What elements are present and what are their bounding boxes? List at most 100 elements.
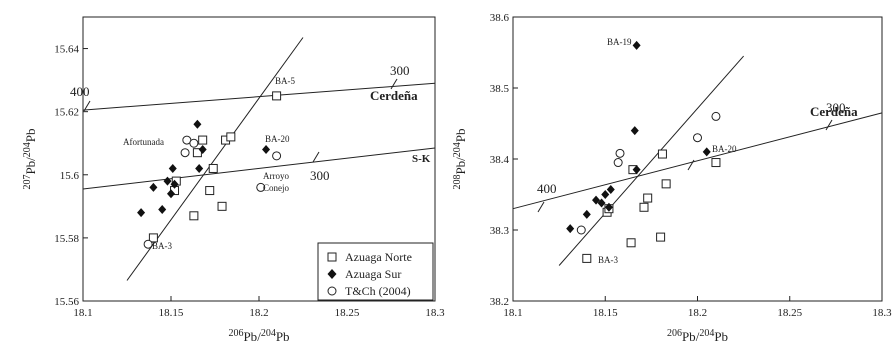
data-point-azuaga-sur — [168, 163, 177, 173]
data-point-tch-2004 — [711, 111, 721, 121]
model-age-tick-300 — [825, 119, 833, 131]
data-point-azuaga-norte — [189, 211, 199, 221]
x-tick-label: 18.3 — [872, 307, 892, 319]
label-s-k: S-K — [412, 153, 431, 165]
model-age-tick-400 — [537, 201, 545, 213]
data-point-azuaga-norte — [711, 158, 721, 168]
data-point-azuaga-norte — [208, 163, 218, 173]
y-tick-label: 15.6 — [60, 170, 80, 182]
data-point-azuaga-norte — [657, 149, 667, 159]
legend-marker-circle — [327, 286, 337, 296]
legend-label: Azuaga Norte — [345, 250, 412, 264]
x-tick-label: 18.15 — [159, 307, 184, 319]
y-axis-label: 207Pb/204Pb — [22, 128, 39, 189]
data-point-azuaga-sur — [606, 185, 615, 195]
data-point-azuaga-sur — [630, 126, 639, 136]
data-point-azuaga-norte — [582, 253, 592, 263]
x-tick-label: 18.3 — [425, 307, 445, 319]
model-age-tick-400 — [83, 100, 91, 112]
legend-label: T&Ch (2004) — [345, 284, 411, 298]
data-point-azuaga-sur — [582, 209, 591, 219]
data-point-azuaga-sur — [597, 198, 606, 208]
data-point-azuaga-sur — [195, 163, 204, 173]
label-afortunada: Afortunada — [123, 137, 164, 147]
data-point-azuaga-norte — [226, 132, 236, 142]
data-point-azuaga-sur — [601, 190, 610, 199]
data-point-azuaga-norte — [661, 179, 671, 189]
data-point-azuaga-norte — [192, 148, 202, 158]
data-point-azuaga-norte — [656, 232, 666, 242]
label-cerdena: Cerdeña — [810, 104, 858, 119]
y-tick-label: 38.4 — [490, 154, 510, 166]
data-point-azuaga-sur — [167, 189, 175, 199]
x-tick-label: 18.2 — [249, 307, 268, 319]
y-tick-label: 38.6 — [490, 12, 510, 24]
y-tick-label: 15.64 — [54, 44, 79, 56]
data-point-azuaga-sur — [163, 176, 172, 186]
label-ba-19: BA-19 — [607, 37, 632, 47]
data-point-azuaga-sur — [158, 204, 167, 214]
data-point-azuaga-norte — [205, 186, 215, 196]
label-300-s-k: 300 — [310, 168, 330, 183]
model-age-tick-300-s-k — [312, 151, 320, 163]
data-point-azuaga-sur — [193, 119, 202, 129]
data-point-azuaga-sur — [702, 147, 711, 157]
y-tick-label: 38.2 — [490, 296, 509, 308]
data-point-azuaga-norte — [626, 238, 636, 248]
y-tick-label: 38.5 — [490, 83, 510, 95]
label-ba-20: BA-20 — [712, 144, 737, 154]
x-axis-label: 206Pb/204Pb — [667, 328, 728, 345]
data-point-tch-2004 — [613, 158, 623, 168]
x-tick-label: 18.1 — [73, 307, 92, 319]
model-age-tick — [687, 159, 695, 171]
legend-label: Azuaga Sur — [345, 267, 401, 281]
y-tick-label: 15.56 — [54, 296, 79, 308]
label-400: 400 — [537, 181, 557, 196]
x-tick-label: 18.25 — [777, 307, 802, 319]
data-point-tch-2004 — [189, 138, 199, 148]
x-tick-label: 18.15 — [593, 307, 618, 319]
y-tick-label: 15.58 — [54, 233, 79, 245]
y-axis-label: 208Pb/204Pb — [452, 128, 469, 189]
label-arroyo: Arroyo — [263, 171, 289, 181]
data-point-tch-2004 — [256, 182, 266, 192]
data-point-tch-2004 — [272, 151, 282, 161]
plot-frame-2 — [512, 16, 883, 302]
model-line-Cerdeña — [82, 82, 436, 111]
data-point-azuaga-norte — [217, 201, 227, 211]
data-point-azuaga-sur — [566, 224, 575, 234]
y-tick-label: 15.62 — [54, 107, 79, 119]
data-point-tch-2004 — [143, 239, 153, 249]
data-point-azuaga-sur — [592, 195, 601, 205]
data-point-tch-2004 — [615, 148, 625, 158]
label-300: 300 — [826, 100, 846, 115]
data-point-azuaga-sur — [170, 179, 179, 189]
data-point-tch-2004 — [180, 148, 190, 158]
data-point-tch-2004 — [576, 225, 586, 235]
legend-box — [317, 242, 434, 301]
label-conejo: Conejo — [263, 183, 289, 193]
data-point-azuaga-norte — [198, 135, 208, 145]
legend-marker-square — [327, 252, 337, 262]
x-axis-label: 206Pb/204Pb — [228, 328, 289, 345]
label-cerdena: Cerdeña — [370, 88, 418, 103]
label-400: 400 — [70, 84, 90, 99]
data-point-azuaga-norte — [272, 91, 282, 101]
data-point-azuaga-sur — [198, 145, 207, 155]
model-line-regression — [558, 55, 745, 266]
data-point-azuaga-sur — [604, 202, 613, 212]
data-point-azuaga-norte — [639, 202, 649, 212]
data-point-azuaga-sur — [149, 182, 158, 192]
data-point-azuaga-norte — [643, 193, 653, 203]
data-point-azuaga-sur — [632, 40, 641, 50]
x-tick-label: 18.1 — [503, 307, 522, 319]
model-line-Cerdeña — [512, 112, 883, 210]
label-ba-20: BA-20 — [265, 134, 290, 144]
data-point-azuaga-sur — [262, 145, 271, 155]
model-age-tick-300 — [390, 78, 398, 90]
model-line-S-K — [82, 147, 436, 190]
data-point-azuaga-sur — [137, 208, 146, 218]
x-tick-label: 18.2 — [688, 307, 707, 319]
label-ba-3: BA-3 — [152, 241, 172, 251]
